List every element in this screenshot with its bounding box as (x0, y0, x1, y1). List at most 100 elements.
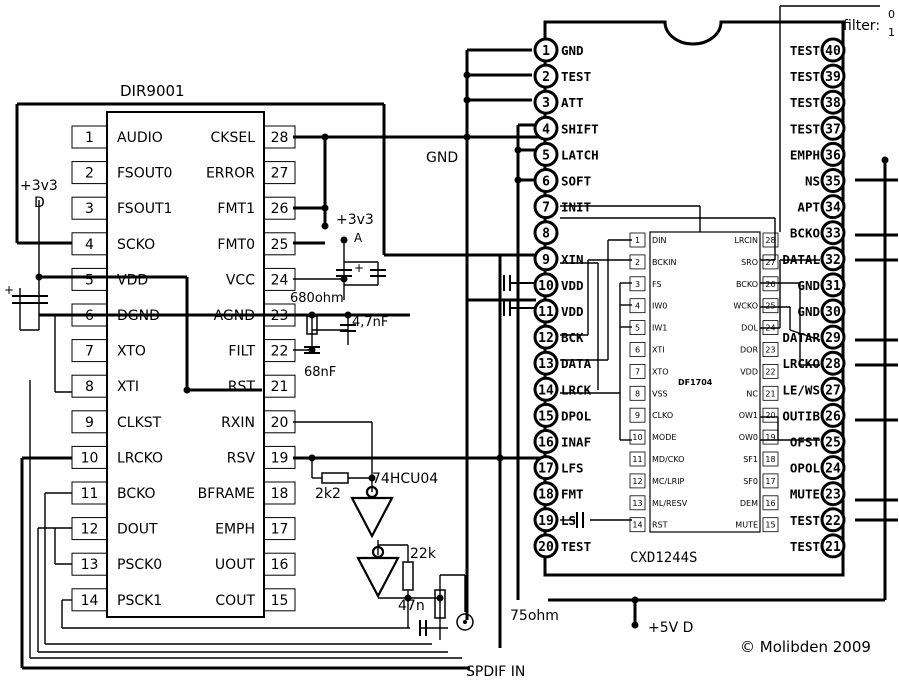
df1704-pin-name: IW1 (652, 324, 667, 333)
r2k2-label: 2k2 (315, 486, 341, 502)
cxd1244s-pin-circle (820, 350, 846, 376)
cxd1244s-pin-name: ATT (561, 95, 584, 110)
cxd1244s-pin-name: LFS (561, 461, 584, 476)
cxd1244s-pin-number: 7 (542, 201, 550, 216)
dir9001-pin-box (71, 267, 108, 291)
cxd1244s-pin-circle (820, 507, 846, 533)
cxd1244s-pin-name: TEST (561, 69, 591, 84)
df1704-pin-number: 22 (765, 367, 775, 376)
dir9001-pin-number: 21 (271, 379, 289, 395)
r75-label: 75ohm (510, 608, 559, 624)
dir9001-pin-name: XTO (117, 344, 146, 360)
df1704-pin-box (762, 254, 779, 270)
cxd1244s-pin-number: 11 (538, 305, 554, 320)
cxd1244s-pin-name: TEST (790, 43, 820, 58)
cxd1244s-pin-number: 20 (538, 540, 554, 555)
dir9001-pin-name: RST (228, 379, 256, 395)
cxd1244s-pin-name: LRCKO (782, 356, 820, 371)
cxd1244s-pin-name: TEST (790, 121, 820, 136)
df1704-pin-number: 18 (765, 455, 775, 464)
df1704-pin-number: 8 (635, 389, 640, 398)
dir9001-body (106, 111, 265, 618)
df1704-pin-box (629, 407, 646, 423)
cxd1244s-pin-number: 23 (825, 488, 841, 503)
df1704-pin-number: 2 (635, 258, 640, 267)
df1704-pin-box (762, 407, 779, 423)
cxd1244s-pin-circle (820, 376, 846, 402)
df1704-right-pins: 28LRCIN27SRO26BCKO25WCKO24DOL23DOR22VDD2… (733, 232, 779, 533)
df1704-pin-name: DOR (740, 346, 758, 355)
resistor-22k (402, 561, 414, 591)
dir9001-pin-number: 16 (271, 557, 289, 573)
cxd1244s-pin-number: 25 (825, 436, 841, 451)
df1704-pin-name: IW0 (652, 302, 667, 311)
r680-label: 680ohm (290, 291, 344, 306)
df1704-pin-box (762, 517, 779, 533)
df1704-pin-box (629, 429, 646, 445)
cxd1244s-pin-circle (820, 455, 846, 481)
dir9001-pin-number: 2 (85, 166, 94, 182)
cxd1244s-pin-name: TEST (561, 539, 591, 554)
cxd1244s-right-pins: 40 TEST 39 TEST 38 TEST 37 TEST 36 EMPH 35 NS 34 APT 3… (782, 37, 846, 559)
dir9001-pin-number: 15 (271, 593, 289, 609)
df1704-pin-number: 17 (765, 477, 775, 486)
dir9001-pin-name: PSCK1 (117, 593, 162, 609)
dir9001-pin-name: VCC (226, 272, 255, 288)
dir9001-pin-name: FSOUT0 (117, 166, 172, 182)
dir9001-pin-number: 27 (271, 166, 289, 182)
df1704-pin-number: 21 (765, 389, 775, 398)
dir9001-pin-name: FILT (228, 344, 255, 360)
r22k-label: 22k (410, 546, 437, 562)
df1704-pin-name: WCKO (733, 302, 758, 311)
cxd1244s-pin-circle (533, 402, 559, 428)
cxd1244s-pin-circle (533, 481, 559, 507)
cxd1244s-pin-circle (533, 350, 559, 376)
df1704-pin-name: VDD (740, 367, 758, 376)
cxd1244s-body (543, 20, 845, 577)
cxd1244s-pin-circle (533, 89, 559, 115)
df1704-pin-box (762, 451, 779, 467)
df1704-pin-number: 1 (635, 236, 640, 245)
df1704-pin-box (629, 276, 646, 292)
cxd1244s-pin-number: 21 (825, 540, 841, 555)
cxd1244s-pin-number: 28 (825, 357, 841, 372)
cxd1244s-pin-number: 3 (542, 96, 550, 111)
df1704-pin-box (629, 363, 646, 379)
dir9001-pin-number: 4 (85, 237, 94, 253)
df1704-pin-name: BCKO (736, 280, 758, 289)
dir9001-pin-box (71, 196, 108, 220)
df1704-pin-box (629, 298, 646, 314)
junction-dots (35, 71, 889, 629)
dir9001-pin-name: SCKO (117, 237, 155, 253)
dir9001-pin-number: 18 (271, 486, 289, 502)
dir9001-pin-name: COUT (215, 593, 255, 609)
df1704-pin-number: 28 (765, 236, 775, 245)
dir9001-pin-box (71, 374, 108, 398)
cxd1244s-pin-circle (533, 533, 559, 559)
cxd1244s-pin-name: VDD (561, 278, 584, 293)
df1704-pin-number: 25 (765, 302, 775, 311)
cxd1244s-pin-circle (820, 246, 846, 272)
cxd1244s-pin-circle (820, 89, 846, 115)
dir9001-pin-name: FMT0 (217, 237, 255, 253)
cxd1244s-pin-name: DATA (561, 356, 592, 371)
v33-d-sub-label: D (34, 195, 45, 211)
cxd1244s-pin-number: 33 (825, 227, 841, 242)
dir9001-pin-number: 14 (81, 593, 99, 609)
cxd1244s-pin-name: GND (797, 304, 820, 319)
cxd1244s-pin-number: 4 (542, 122, 550, 137)
dir9001-pin-name: BFRAME (198, 486, 255, 502)
df1704-pin-number: 7 (635, 367, 640, 376)
dir9001-pin-name: RXIN (221, 415, 255, 431)
cxd1244s-pin-circle (820, 429, 846, 454)
dir9001-pin-name: EMPH (215, 522, 255, 538)
cxd1244s-pin-number: 39 (825, 70, 841, 85)
cxd1244s-pin-name: OPOL (790, 461, 821, 476)
cxd1244s-pin-name: TEST (790, 513, 820, 528)
cxd1244s-pin-circle (820, 533, 846, 559)
df1704-pin-name: ML/RESV (652, 499, 688, 508)
cxd1244s-pin-circle (820, 220, 846, 246)
df1704-pin-box (762, 298, 779, 314)
cxd1244s-pin-number: 15 (538, 409, 554, 424)
cxd1244s-pin-name: TEST (790, 69, 820, 84)
